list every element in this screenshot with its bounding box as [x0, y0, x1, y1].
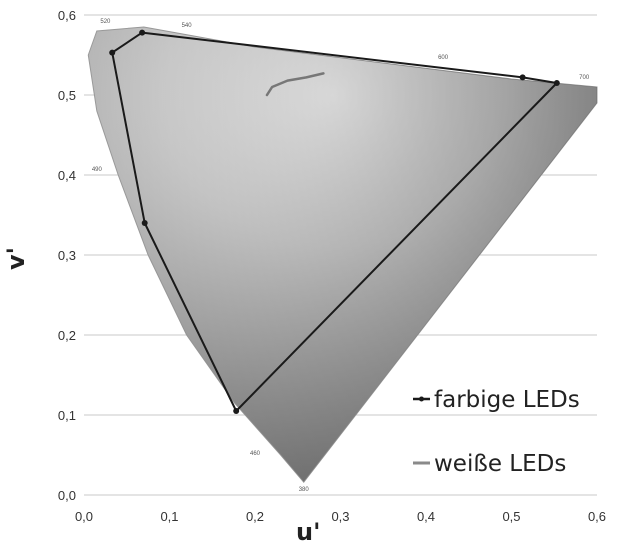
x-tick-label: 0,0 — [75, 509, 93, 524]
legend-item-weisse: weiße LEDs — [413, 451, 566, 477]
wavelength-label: 490 — [92, 167, 103, 173]
legend-label-weisse: weiße LEDs — [434, 451, 566, 477]
axis-ticks: 0,0 0,1 0,2 0,3 0,4 0,5 0,6 0,0 0,1 0,2 0,3 0,4 0,5 0… — [58, 8, 606, 524]
wavelength-label: 520 — [100, 19, 111, 25]
x-tick-label: 0,4 — [417, 509, 435, 524]
legend-item-farbige: farbige LEDs — [413, 387, 580, 413]
data-point-farbige — [553, 80, 560, 86]
data-series — [109, 29, 560, 414]
y-tick-label: 0,4 — [58, 168, 76, 183]
data-point-farbige — [109, 49, 116, 56]
data-point-farbige — [519, 74, 526, 81]
y-tick-label: 0,5 — [58, 88, 76, 103]
data-point-farbige — [141, 220, 148, 226]
x-tick-label: 0,1 — [160, 509, 178, 524]
wavelength-label: 380 — [299, 487, 310, 493]
y-tick-label: 0,1 — [58, 408, 76, 423]
wavelength-labels: 380 460 490 520 540 600 700 — [92, 19, 590, 493]
legend-marker-farbige — [419, 396, 424, 402]
wavelength-label: 600 — [438, 55, 449, 61]
wavelength-label: 700 — [579, 75, 590, 81]
y-tick-label: 0,6 — [58, 8, 76, 23]
y-axis-label: v' — [2, 247, 30, 270]
y-tick-label: 0,3 — [58, 248, 76, 263]
series-line-weisse — [265, 72, 325, 97]
x-tick-label: 0,3 — [331, 509, 349, 524]
legend-label-farbige: farbige LEDs — [434, 387, 580, 413]
wavelength-label: 540 — [182, 23, 193, 29]
data-point-farbige — [139, 29, 146, 36]
x-axis-label: u' — [296, 518, 320, 542]
x-tick-label: 0,6 — [588, 509, 606, 524]
y-tick-label: 0,0 — [58, 488, 76, 503]
y-tick-label: 0,2 — [58, 328, 76, 343]
x-tick-label: 0,2 — [246, 509, 264, 524]
data-point-farbige — [233, 408, 240, 414]
wavelength-label: 460 — [250, 451, 261, 457]
legend: farbige LEDs weiße LEDs — [413, 387, 580, 477]
x-tick-label: 0,5 — [502, 509, 520, 524]
